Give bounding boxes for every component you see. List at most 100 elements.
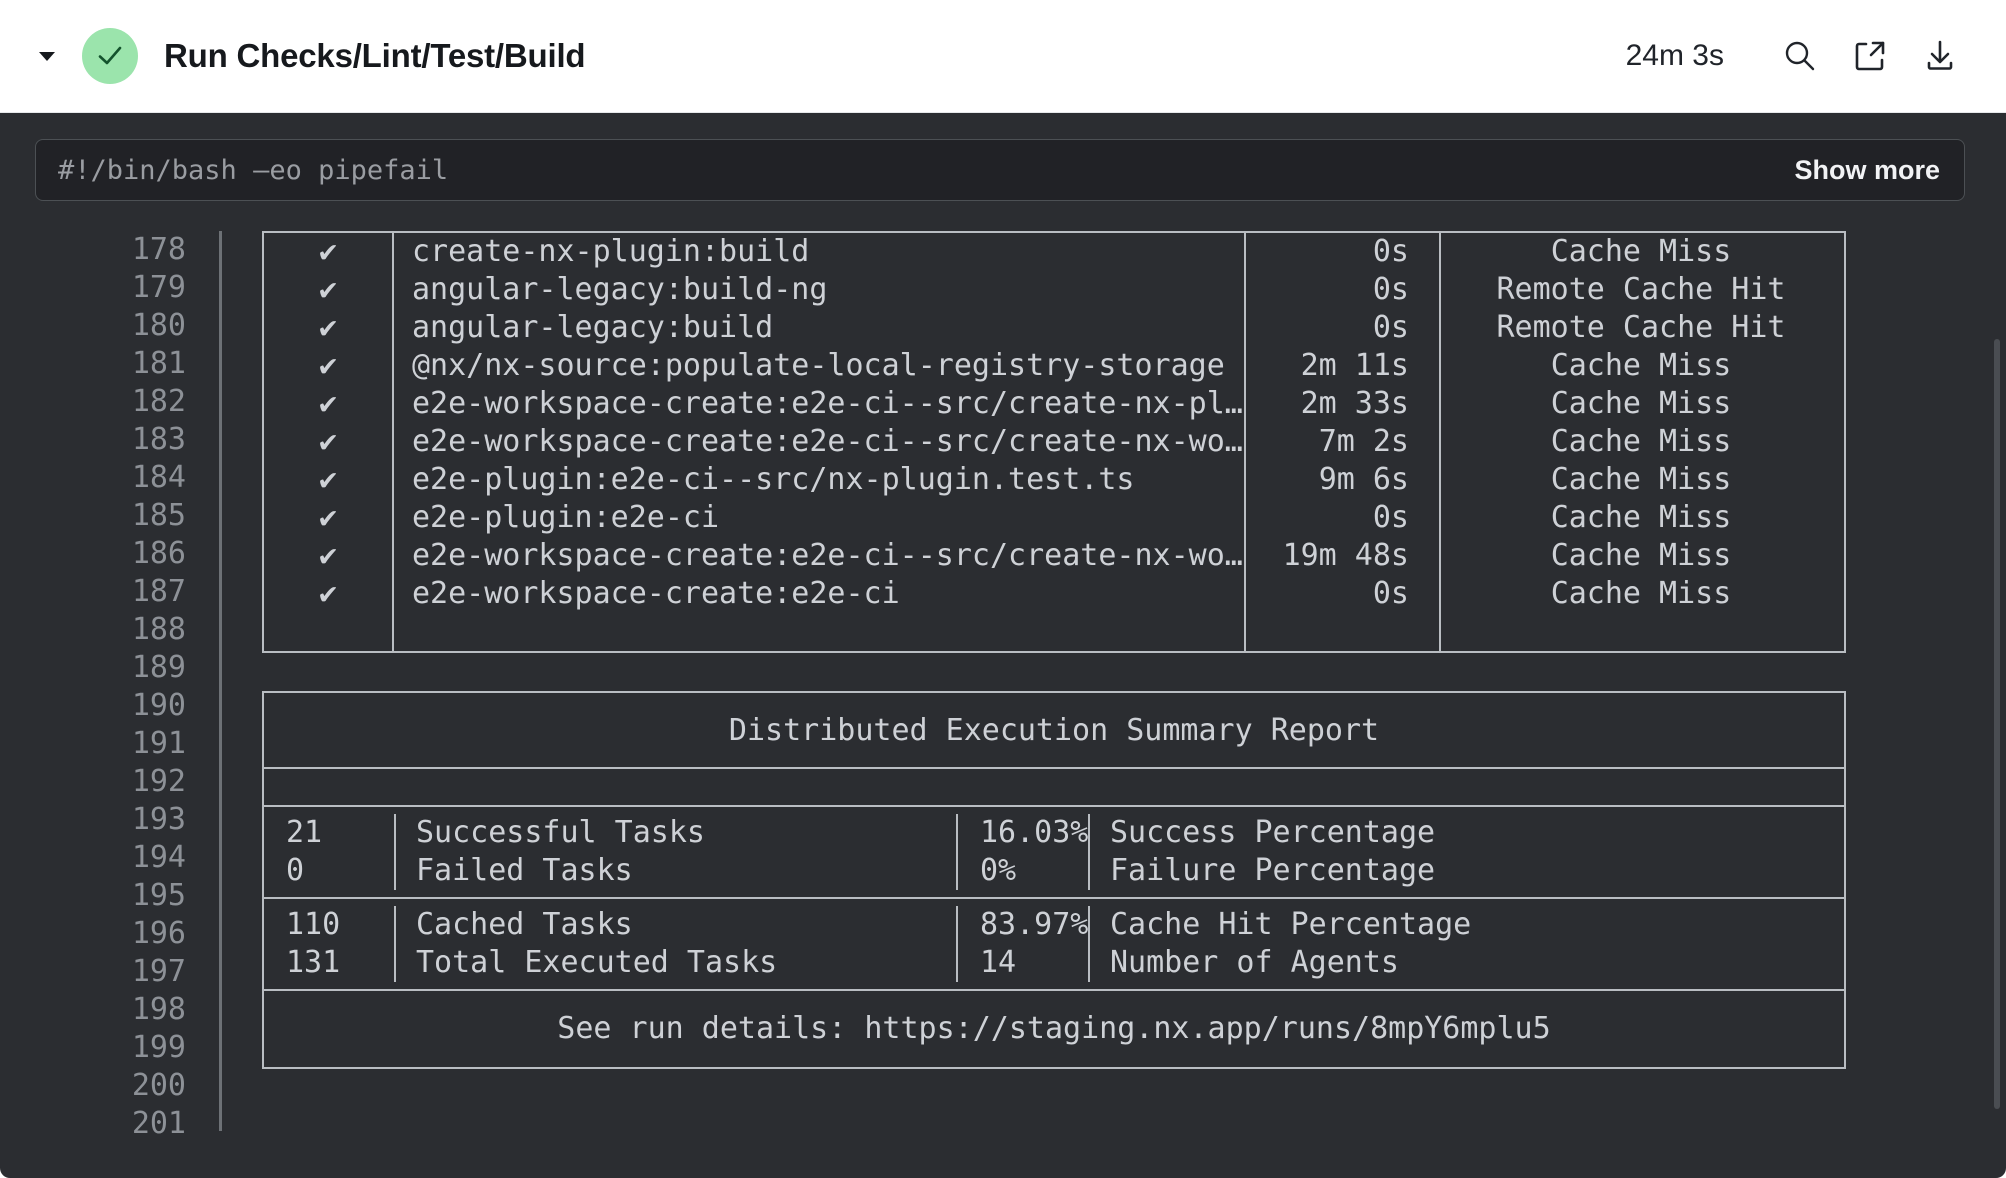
table-row-spacer [264,613,1844,651]
cache-hit-percentage-value: 83.97% [958,906,1090,944]
task-duration-cell: 7m 2s [1246,423,1441,461]
task-name-cell: angular-legacy:build [394,309,1246,347]
line-number: 196 [131,916,186,951]
search-icon[interactable] [1772,28,1828,84]
task-duration-cell: 0s [1246,233,1441,271]
line-number: 180 [131,308,186,343]
line-number: 192 [131,764,186,799]
successful-tasks-label: Successful Tasks [396,814,958,852]
task-status-cell: ✔ [264,423,394,461]
line-number: 184 [131,460,186,495]
cache-hit-percentage-label: Cache Hit Percentage [1110,907,1472,942]
external-link-icon[interactable] [1842,28,1898,84]
task-cache-cell: Cache Miss [1550,386,1732,421]
line-number: 193 [131,802,186,837]
show-more-button[interactable]: Show more [1794,154,1940,185]
line-number: 186 [131,536,186,571]
log-scrollbar[interactable] [1994,339,2000,1178]
task-duration-cell: 0s [1246,575,1441,613]
page-title: Run Checks/Lint/Test/Build [164,37,586,74]
command-bar[interactable]: #!/bin/bash —eo pipefail Show more [35,139,1965,201]
download-icon[interactable] [1912,28,1968,84]
task-status-cell: ✔ [264,461,394,499]
number-of-agents-label: Number of Agents [1110,945,1399,980]
task-name-cell: e2e-workspace-create:e2e-ci [394,575,1246,613]
log-scrollbar-thumb[interactable] [1994,339,2000,1109]
task-cache-cell: Cache Miss [1550,462,1732,497]
number-of-agents-value: 14 [958,944,1090,982]
task-cache-cell: Remote Cache Hit [1496,310,1786,345]
line-number: 190 [131,688,186,723]
summary-report-table: Distributed Execution Summary Report 21 … [262,691,1846,1069]
task-cache-cell: Cache Miss [1550,576,1732,611]
task-cache-cell: Cache Miss [1550,500,1732,535]
chevron-down-icon[interactable] [30,39,64,73]
failed-tasks-value: 0 [264,852,396,890]
task-status-cell [264,613,394,651]
summary-line: 131 Total Executed Tasks 14 Number of Ag… [264,944,1844,982]
task-status-cell: ✔ [264,537,394,575]
task-duration-cell: 9m 6s [1246,461,1441,499]
table-row: ✔ @nx/nx-source:populate-local-registry-… [264,347,1844,385]
table-gap [262,653,1926,691]
task-name-cell: e2e-plugin:e2e-ci [394,499,1246,537]
summary-line: 110 Cached Tasks 83.97% Cache Hit Percen… [264,906,1844,944]
table-row: ✔ e2e-workspace-create:e2e-ci 0s Cache M… [264,575,1844,613]
tasks-table: ✔ create-nx-plugin:build 0s Cache Miss ✔… [262,231,1846,653]
task-duration-cell: 0s [1246,499,1441,537]
line-number: 179 [131,270,186,305]
line-number: 199 [131,1030,186,1065]
line-number: 194 [131,840,186,875]
task-status-cell: ✔ [264,271,394,309]
summary-report-blank-row [264,769,1844,807]
successful-tasks-value: 21 [264,814,396,852]
success-percentage-value: 16.03% [958,814,1090,852]
run-duration: 24m 3s [1625,39,1724,72]
table-row: ✔ e2e-workspace-create:e2e-ci--src/creat… [264,537,1844,575]
failure-percentage-label: Failure Percentage [1110,853,1436,888]
summary-line: 0 Failed Tasks 0% Failure Percentage [264,852,1844,890]
task-cache-cell: Cache Miss [1550,348,1732,383]
line-number: 188 [131,612,186,647]
table-row: ✔ e2e-plugin:e2e-ci--src/nx-plugin.test.… [264,461,1844,499]
task-duration-cell: 2m 33s [1246,385,1441,423]
line-number: 201 [131,1106,186,1141]
check-circle-icon [82,28,138,84]
log-scroll-area: 178 179 180 181 182 183 184 185 186 187 … [0,221,2006,1178]
task-status-cell: ✔ [264,499,394,537]
task-name-cell: create-nx-plugin:build [394,233,1246,271]
task-name-cell: e2e-plugin:e2e-ci--src/nx-plugin.test.ts [394,461,1246,499]
total-executed-tasks-value: 131 [264,944,396,982]
task-duration-cell: 2m 11s [1246,347,1441,385]
table-row: ✔ angular-legacy:build 0s Remote Cache H… [264,309,1844,347]
table-row: ✔ e2e-plugin:e2e-ci 0s Cache Miss [264,499,1844,537]
summary-group-one: 21 Successful Tasks 16.03% Success Perce… [264,807,1844,899]
run-details-link[interactable]: See run details: https://staging.nx.app/… [557,1011,1551,1046]
table-row: ✔ angular-legacy:build-ng 0s Remote Cach… [264,271,1844,309]
cached-tasks-value: 110 [264,906,396,944]
line-number: 181 [131,346,186,381]
total-executed-tasks-label: Total Executed Tasks [396,944,958,982]
log-content: ✔ create-nx-plugin:build 0s Cache Miss ✔… [222,221,2006,1178]
task-name-cell [394,613,1246,651]
table-row: ✔ e2e-workspace-create:e2e-ci--src/creat… [264,385,1844,423]
task-status-cell: ✔ [264,233,394,271]
line-number: 178 [131,232,186,267]
task-name-cell: angular-legacy:build-ng [394,271,1246,309]
line-number: 187 [131,574,186,609]
table-row: ✔ create-nx-plugin:build 0s Cache Miss [264,233,1844,271]
log-body: #!/bin/bash —eo pipefail Show more 178 1… [0,113,2006,1178]
task-cache-cell: Cache Miss [1550,234,1732,269]
success-percentage-label: Success Percentage [1110,815,1436,850]
task-name-cell: e2e-workspace-create:e2e-ci--src/create-… [394,385,1246,423]
task-name-cell: e2e-workspace-create:e2e-ci--src/create-… [394,423,1246,461]
command-text: #!/bin/bash —eo pipefail [58,154,449,186]
line-number: 198 [131,992,186,1027]
line-number: 189 [131,650,186,685]
task-name-cell: e2e-workspace-create:e2e-ci--src/create-… [394,537,1246,575]
task-duration-cell: 0s [1246,309,1441,347]
line-number: 183 [131,422,186,457]
task-name-cell: @nx/nx-source:populate-local-registry-st… [394,347,1246,385]
line-number: 185 [131,498,186,533]
line-number: 197 [131,954,186,989]
